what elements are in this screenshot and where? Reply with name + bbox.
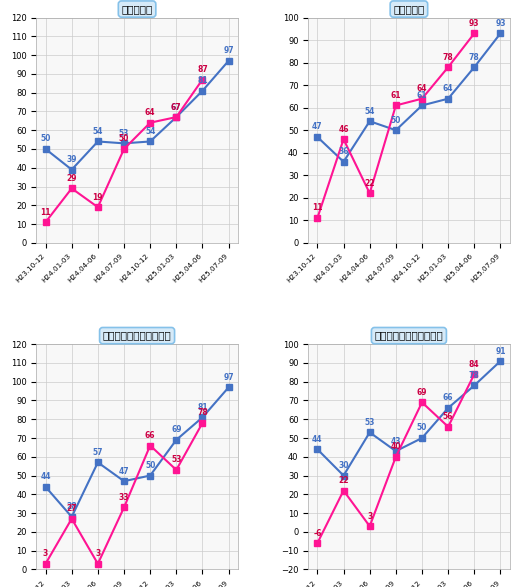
Text: 50: 50 bbox=[41, 134, 51, 143]
Text: 64: 64 bbox=[443, 84, 453, 93]
Text: 11: 11 bbox=[312, 204, 322, 212]
Text: 30: 30 bbox=[339, 461, 349, 470]
Text: 11: 11 bbox=[41, 208, 51, 217]
Text: 84: 84 bbox=[469, 360, 479, 369]
Text: 67: 67 bbox=[171, 103, 181, 112]
Title: 戸建て注文住宅受注金額: 戸建て注文住宅受注金額 bbox=[374, 330, 443, 340]
Text: 40: 40 bbox=[391, 442, 401, 451]
Text: 29: 29 bbox=[67, 174, 77, 183]
Text: 3: 3 bbox=[367, 512, 372, 521]
Text: 3: 3 bbox=[43, 549, 48, 558]
Text: 78: 78 bbox=[469, 53, 479, 62]
Text: 50: 50 bbox=[145, 461, 155, 470]
Text: 81: 81 bbox=[197, 76, 208, 85]
Text: 50: 50 bbox=[417, 423, 427, 433]
Text: 66: 66 bbox=[443, 393, 453, 403]
Text: 78: 78 bbox=[469, 371, 479, 380]
Text: 27: 27 bbox=[67, 504, 77, 513]
Text: 54: 54 bbox=[93, 127, 103, 136]
Text: 81: 81 bbox=[197, 403, 208, 412]
Text: 91: 91 bbox=[495, 346, 505, 356]
Text: 3: 3 bbox=[95, 549, 100, 558]
Text: 53: 53 bbox=[119, 129, 129, 138]
Text: 50: 50 bbox=[391, 116, 401, 124]
Text: 36: 36 bbox=[339, 147, 349, 156]
Text: 93: 93 bbox=[495, 19, 505, 28]
Text: 87: 87 bbox=[197, 65, 208, 74]
Title: 総受注戸数: 総受注戸数 bbox=[122, 4, 153, 14]
Text: 54: 54 bbox=[365, 107, 375, 116]
Text: 61: 61 bbox=[417, 91, 427, 100]
Text: 57: 57 bbox=[93, 448, 103, 457]
Text: 44: 44 bbox=[312, 435, 322, 444]
Text: -6: -6 bbox=[313, 528, 321, 538]
Text: 69: 69 bbox=[417, 388, 427, 397]
Text: 78: 78 bbox=[197, 409, 208, 417]
Text: 19: 19 bbox=[93, 193, 103, 201]
Text: 54: 54 bbox=[145, 127, 155, 136]
Text: 50: 50 bbox=[119, 134, 129, 143]
Text: 39: 39 bbox=[67, 155, 77, 164]
Text: 93: 93 bbox=[469, 19, 479, 28]
Text: 46: 46 bbox=[339, 124, 349, 134]
Text: 22: 22 bbox=[365, 178, 375, 188]
Text: 44: 44 bbox=[41, 473, 51, 481]
Text: 43: 43 bbox=[391, 437, 401, 446]
Text: 53: 53 bbox=[365, 418, 375, 427]
Text: 47: 47 bbox=[312, 123, 323, 131]
Text: 33: 33 bbox=[119, 493, 129, 502]
Text: 22: 22 bbox=[339, 476, 349, 485]
Text: 47: 47 bbox=[119, 467, 129, 475]
Text: 69: 69 bbox=[171, 426, 181, 434]
Text: 97: 97 bbox=[223, 373, 234, 382]
Text: 53: 53 bbox=[171, 456, 181, 464]
Text: 56: 56 bbox=[443, 412, 453, 421]
Text: 97: 97 bbox=[223, 46, 234, 55]
Text: 64: 64 bbox=[417, 84, 427, 93]
Title: 総受注金額: 総受注金額 bbox=[393, 4, 424, 14]
Text: 61: 61 bbox=[391, 91, 401, 100]
Title: 戸建て注文住宅受注戸数: 戸建て注文住宅受注戸数 bbox=[103, 330, 172, 340]
Text: 64: 64 bbox=[145, 108, 155, 117]
Text: 66: 66 bbox=[145, 431, 155, 440]
Text: 67: 67 bbox=[171, 103, 181, 112]
Text: 78: 78 bbox=[443, 53, 453, 62]
Text: 28: 28 bbox=[67, 502, 77, 511]
